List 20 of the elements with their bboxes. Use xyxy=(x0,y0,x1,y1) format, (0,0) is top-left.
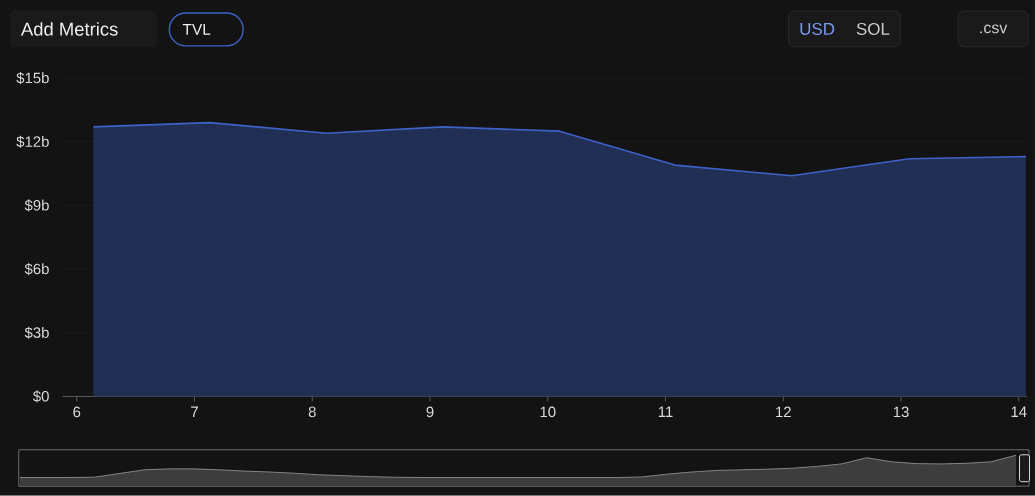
text: Add Metrics xyxy=(20,22,118,36)
x-tick-label: 8 xyxy=(308,406,316,418)
y-tick-label: $12b xyxy=(16,135,49,148)
y-tick-label: $9b xyxy=(24,199,49,212)
x-tick-label: 12 xyxy=(776,406,791,418)
x-tick-label: 7 xyxy=(191,406,198,418)
x-tick-label: 13 xyxy=(893,406,909,418)
y-tick-label: $6b xyxy=(24,263,49,276)
text: SOL xyxy=(856,23,890,36)
text: .csv xyxy=(980,24,1008,34)
y-tick-label: $0 xyxy=(32,390,49,403)
text: USD xyxy=(800,23,835,36)
x-tick-label: 6 xyxy=(73,406,81,418)
x-tick-label: 9 xyxy=(426,406,434,418)
x-tick-label: 14 xyxy=(1011,406,1027,418)
legend-label: TVL xyxy=(182,24,211,35)
y-tick-label: $3b xyxy=(24,326,49,339)
x-tick-label: 10 xyxy=(540,406,556,418)
y-tick-label: $15b xyxy=(16,72,49,85)
x-tick-label: 11 xyxy=(658,406,673,418)
